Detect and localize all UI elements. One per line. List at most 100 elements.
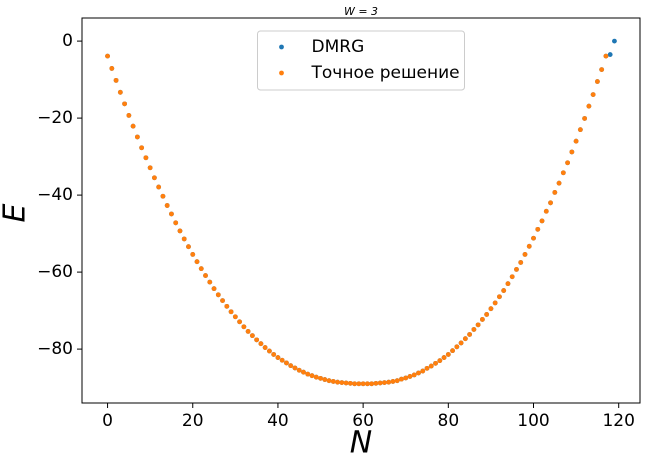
x-tick-label: 0 (102, 411, 113, 431)
data-point (105, 53, 110, 59)
data-point (565, 160, 570, 166)
data-point (122, 101, 127, 107)
data-point (156, 184, 162, 190)
data-point (322, 377, 328, 382)
data-point (190, 251, 196, 257)
data-point (241, 324, 247, 330)
data-point (109, 66, 115, 71)
data-point (347, 380, 353, 386)
data-point (249, 333, 255, 339)
data-point (603, 53, 609, 59)
legend-marker (279, 70, 284, 76)
data-point (407, 374, 413, 379)
data-point (177, 228, 183, 234)
x-tick-label: 20 (182, 411, 204, 431)
data-point (288, 363, 294, 369)
x-tick-label: 80 (438, 411, 460, 431)
y-tick-label: −20 (37, 108, 73, 128)
data-point (198, 266, 204, 272)
data-point (228, 309, 234, 315)
data-point (254, 337, 260, 343)
data-point (548, 200, 553, 206)
data-point (271, 352, 277, 357)
data-point (326, 378, 332, 384)
data-point (420, 368, 426, 374)
data-point (518, 260, 524, 265)
y-tick-label: −40 (37, 185, 73, 205)
data-point (543, 208, 549, 214)
data-point (279, 357, 285, 363)
data-point (267, 348, 272, 354)
data-point (501, 288, 507, 293)
data-point (514, 267, 519, 272)
legend-marker (279, 44, 284, 50)
data-point (484, 312, 490, 317)
data-point (224, 303, 230, 309)
data-point (130, 123, 136, 129)
data-point (441, 355, 447, 360)
y-tick-label: −60 (37, 262, 73, 282)
data-point (173, 220, 179, 226)
data-point (450, 348, 455, 354)
data-point (284, 360, 289, 366)
data-point (139, 145, 145, 151)
data-point (211, 286, 217, 292)
data-point (207, 279, 213, 285)
data-point (215, 292, 221, 298)
x-axis-label: N (350, 426, 372, 458)
data-point (416, 370, 421, 376)
y-tick-label: −80 (37, 339, 73, 359)
data-point (147, 165, 153, 171)
data-point (164, 203, 170, 208)
data-point (160, 193, 166, 199)
x-tick-label: 40 (267, 411, 289, 431)
data-point (258, 341, 264, 347)
data-point (143, 155, 149, 161)
data-point (539, 218, 545, 224)
data-point (382, 380, 387, 385)
data-point (390, 379, 396, 384)
data-point (134, 134, 140, 140)
plot-frame (81, 17, 641, 404)
data-point (471, 327, 477, 332)
data-point (607, 52, 613, 57)
data-point (424, 365, 430, 371)
data-point (462, 336, 468, 342)
data-point (194, 259, 200, 265)
data-point (488, 306, 494, 312)
data-point (292, 365, 298, 371)
data-point (186, 244, 191, 250)
data-point (403, 375, 409, 381)
legend-label: Точное решение (311, 63, 460, 83)
data-point (569, 149, 575, 155)
data-point (577, 127, 583, 133)
data-point (428, 363, 434, 369)
data-point (560, 170, 566, 176)
data-point (573, 138, 579, 144)
data-point (245, 328, 251, 334)
y-tick-label: 0 (62, 31, 73, 51)
data-point (373, 380, 379, 386)
data-point (582, 116, 588, 121)
data-point (126, 113, 132, 118)
data-point (522, 251, 528, 257)
data-point (305, 371, 311, 377)
data-point (467, 332, 473, 337)
y-axis-label: E (0, 203, 33, 222)
data-point (203, 273, 208, 278)
data-point (595, 79, 600, 84)
data-point (399, 376, 404, 382)
x-tick-label: 120 (602, 411, 634, 431)
data-point (526, 243, 532, 249)
data-point (492, 300, 498, 306)
chart-title: W = 3 (344, 5, 378, 18)
legend-label: DMRG (312, 37, 365, 57)
data-point (335, 379, 340, 385)
data-point (556, 180, 562, 186)
data-point (531, 235, 536, 241)
data-point (509, 274, 515, 280)
data-point (612, 38, 617, 44)
data-point (275, 355, 281, 360)
